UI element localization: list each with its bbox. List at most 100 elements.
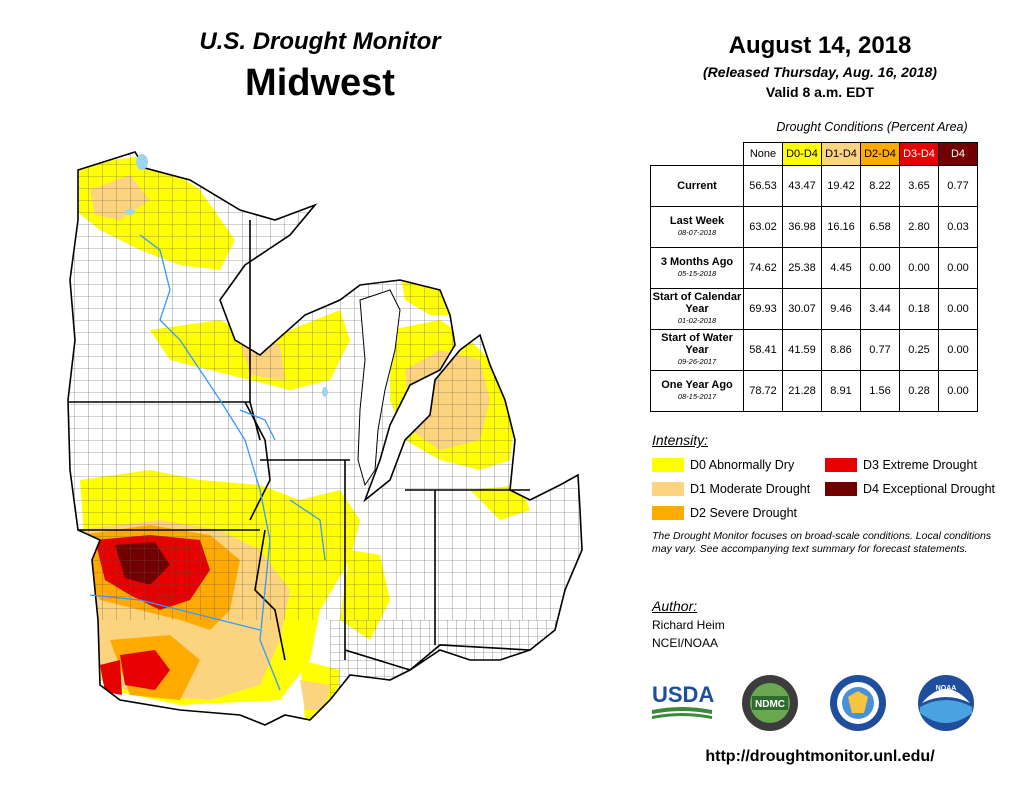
legend-swatch-d4 [825,482,857,496]
row-label-text: Start of Calendar Year [652,291,742,315]
table-cell: 8.22 [860,165,900,207]
table-cell: 9.46 [821,288,861,330]
table-cell: 2.80 [899,206,939,248]
disclaimer-note: The Drought Monitor focuses on broad-sca… [652,530,992,555]
row-label: Last Week 08-07-2018 [650,206,744,248]
lakes [125,154,328,397]
commerce-seal [830,675,886,731]
release-date: (Released Thursday, Aug. 16, 2018) [703,64,937,80]
table-cell: 0.03 [938,206,978,248]
col-header: D3-D4 [899,142,939,166]
table-cell: 0.25 [899,329,939,371]
table-cell: 0.28 [899,370,939,412]
table-cell: 25.38 [782,247,822,289]
row-label: Start of Water Year 09-26-2017 [650,329,744,371]
usda-logo-text: USDA [652,682,714,707]
table-cell: 41.59 [782,329,822,371]
row-label: One Year Ago 08-15-2017 [650,370,744,412]
row-label: Start of Calendar Year 01-02-2018 [650,288,744,330]
ndmc-logo-text: NDMC [755,699,785,710]
legend-heading: Intensity: [652,432,709,448]
row-date: 05-15-2018 [677,269,717,278]
table-header-row: None D0-D4 D1-D4 D2-D4 D3-D4 D4 [651,142,978,166]
row-date: 01-02-2018 [677,316,717,325]
table-cell: 3.44 [860,288,900,330]
table-cell: 43.47 [782,165,822,207]
row-label-text: One Year Ago [661,379,733,391]
table-cell: 0.00 [938,288,978,330]
table-cell: 0.00 [899,247,939,289]
table-cell: 36.98 [782,206,822,248]
row-date: 08-07-2018 [677,228,717,237]
row-date: 08-15-2017 [677,392,717,401]
state-borders [67,151,583,726]
table-cell: 58.41 [743,329,783,371]
region-title: Midwest [245,62,395,104]
legend-swatch-d0 [652,458,684,472]
lake-michigan [357,289,401,487]
col-header: D2-D4 [860,142,900,166]
row-label-text: Start of Water Year [661,332,733,356]
col-header: D1-D4 [821,142,861,166]
table-cell: 74.62 [743,247,783,289]
table-cell: 21.28 [782,370,822,412]
col-header: None [743,142,783,166]
table-cell: 0.00 [938,370,978,412]
ndmc-logo: NDMC [742,675,798,731]
row-label: 3 Months Ago 05-15-2018 [650,247,744,289]
table-cell: 30.07 [782,288,822,330]
col-header: D0-D4 [782,142,822,166]
row-label-text: Last Week [669,215,725,227]
table-cell: 0.77 [860,329,900,371]
author-heading: Author: [652,598,698,614]
table-row: 3 Months Ago 05-15-2018 74.62 25.38 4.45 0.00… [650,247,978,289]
table-cell: 6.58 [860,206,900,248]
legend-label-d2: D2 Severe Drought [690,506,798,520]
map-date: August 14, 2018 [728,32,912,59]
legend-swatch-d2 [652,506,684,520]
noaa-logo-text: NOAA [936,685,957,692]
website-link[interactable]: http://droughtmonitor.unl.edu/ [705,748,935,765]
author-name: Richard Heim [652,618,725,632]
table-cell: 63.02 [743,206,783,248]
row-label: Current [650,165,744,207]
map-title: U.S. Drought Monitor [199,28,441,55]
table-cell: 0.00 [938,247,978,289]
row-date: 09-26-2017 [677,357,717,366]
table-row: Start of Water Year 09-26-2017 58.41 41.59 8… [650,329,978,371]
table-cell: 69.93 [743,288,783,330]
table-cell: 0.77 [938,165,978,207]
table-row: Start of Calendar Year 01-02-2018 69.93 30.… [650,288,978,330]
table-cell: 8.91 [821,370,861,412]
legend-label-d0: D0 Abnormally Dry [690,458,795,472]
table-cell: 16.16 [821,206,861,248]
table-cell: 8.86 [821,329,861,371]
row-label-text: 3 Months Ago [660,256,734,268]
table-cell: 0.00 [938,329,978,371]
table-cell: 0.18 [899,288,939,330]
drought-map [67,151,583,726]
table-cell: 0.00 [860,247,900,289]
table-row: Current 56.53 43.47 19.42 8.22 3.65 0.77 [650,165,978,207]
table-row: One Year Ago 08-15-2017 78.72 21.28 8.91 1.56… [650,370,978,412]
row-label-text: Current [677,180,717,192]
legend-label-d3: D3 Extreme Drought [863,458,977,472]
author-org: NCEI/NOAA [652,636,719,650]
legend-label-d1: D1 Moderate Drought [690,482,811,496]
legend-swatch-d3 [825,458,857,472]
table-corner [651,143,744,166]
legend-label-d4: D4 Exceptional Drought [863,482,996,496]
table-cell: 56.53 [743,165,783,207]
drought-conditions-table: None D0-D4 D1-D4 D2-D4 D3-D4 D4 Current 5… [650,142,978,412]
rivers [89,234,326,691]
table-cell: 78.72 [743,370,783,412]
table-row: Last Week 08-07-2018 63.02 36.98 16.16 6.58 2.… [650,206,978,248]
table-cell: 19.42 [821,165,861,207]
legend-swatch-d1 [652,482,684,496]
table-cell: 3.65 [899,165,939,207]
col-header: D4 [938,142,978,166]
table-cell: 1.56 [860,370,900,412]
noaa-logo: NOAA [918,675,974,731]
valid-time: Valid 8 a.m. EDT [765,84,875,100]
usda-logo: USDA [652,682,714,719]
